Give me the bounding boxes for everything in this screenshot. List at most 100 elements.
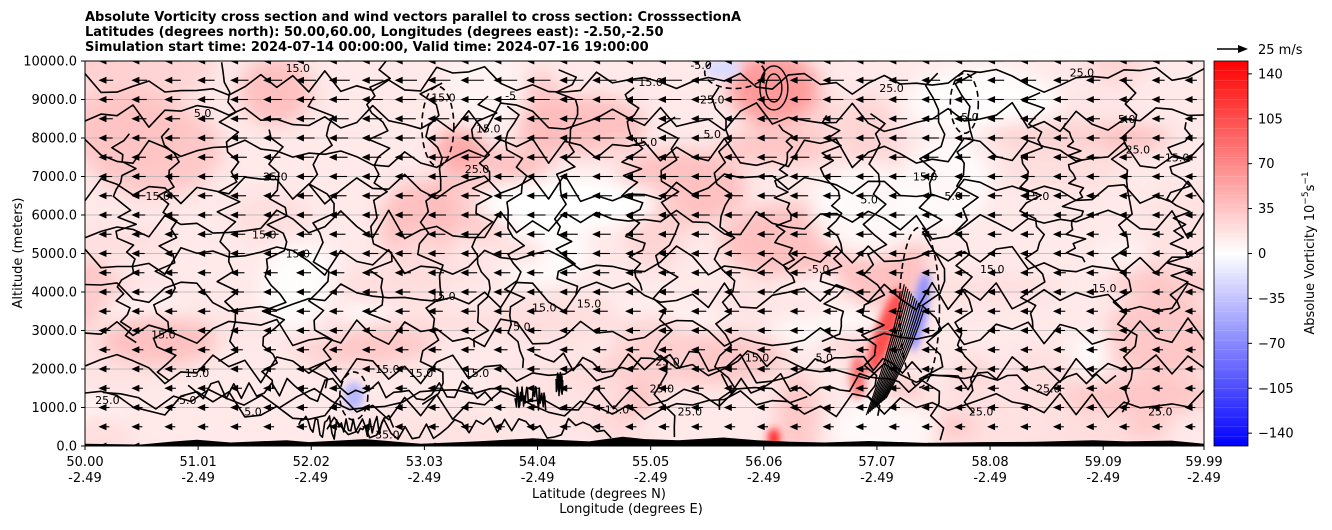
- wind-vector: [559, 134, 582, 142]
- wind-vector: [230, 423, 242, 431]
- wind-vector: [328, 269, 345, 277]
- wind-vector: [888, 404, 900, 411]
- wind-vector: [1085, 423, 1097, 431]
- wind-vector: [822, 346, 837, 354]
- wind-vector: [1019, 96, 1036, 103]
- wind-vector: [987, 96, 1004, 103]
- wind-vector: [1085, 153, 1100, 161]
- wind-vector: [822, 230, 840, 238]
- wind-vector: [625, 307, 641, 315]
- wind-vector: [164, 192, 179, 200]
- wind-vector: [723, 288, 740, 296]
- wind-vector: [361, 96, 383, 103]
- wind-vector: [427, 288, 444, 296]
- wind-vector: [888, 307, 903, 315]
- contour-label: 5.0: [816, 351, 834, 364]
- wind-vector: [592, 327, 608, 334]
- wind-vector: [657, 211, 678, 219]
- wind-vector: [361, 115, 383, 123]
- wind-vector: [1184, 192, 1197, 200]
- wind-vector: [164, 307, 178, 315]
- wind-vector: [888, 115, 908, 123]
- wind-vector: [625, 211, 645, 219]
- wind-vector: [295, 250, 312, 257]
- wind-vector: [1151, 134, 1165, 142]
- wind-vector: [164, 404, 176, 411]
- wind-vector: [888, 288, 903, 296]
- wind-vector: [559, 404, 572, 411]
- wind-vector: [1019, 307, 1033, 315]
- colorbar-bands: [1214, 60, 1248, 437]
- wind-vector: [559, 61, 585, 65]
- wind-vector: [789, 269, 806, 277]
- wind-vector: [1151, 384, 1163, 392]
- contour-label: 5.0: [244, 405, 262, 418]
- wind-vector: [164, 96, 181, 103]
- wind-vector: [888, 423, 900, 431]
- wind-vector: [493, 96, 517, 103]
- wind-vector: [1184, 384, 1196, 392]
- plot-area: 15.05.015.0 -5-5.015.025.015.015.025.05.0…: [85, 61, 1204, 446]
- wind-vector: [1085, 269, 1099, 277]
- contour-label: 25.0: [879, 82, 904, 95]
- x-tick-label-longitude: -2.49: [747, 471, 781, 486]
- wind-vector: [427, 173, 448, 180]
- wind-vector: [921, 404, 933, 411]
- wind-vector: [394, 153, 415, 161]
- wind-vector: [230, 76, 249, 84]
- wind-vector: [526, 404, 539, 411]
- wind-vector: [427, 423, 439, 431]
- colorbar: 140 105 70 35 0 −35 −70 −105 −140 Absolue Vortic…: [1213, 60, 1318, 447]
- wind-vector: [954, 423, 966, 431]
- wind-vector: [625, 404, 638, 411]
- wind-vector: [756, 250, 774, 257]
- wind-vector: [197, 269, 212, 277]
- wind-vector: [1085, 211, 1099, 219]
- wind-vector: [263, 134, 281, 142]
- wind-vector: [789, 250, 807, 257]
- wind-vector: [723, 404, 736, 411]
- wind-vector: [164, 423, 176, 431]
- y-tick-label: 6000.0: [32, 209, 78, 224]
- wind-vector: [263, 346, 276, 354]
- contour-label: 5.0: [194, 107, 212, 120]
- contour-label: 15.0: [146, 190, 171, 203]
- wind-vector: [328, 365, 342, 373]
- wind-vector: [131, 211, 146, 219]
- wind-vector: [394, 230, 413, 238]
- wind-vector: [625, 423, 637, 431]
- wind-vector: [789, 192, 809, 200]
- wind-vector: [559, 153, 581, 161]
- wind-vector: [657, 153, 680, 161]
- wind-vector: [723, 230, 742, 238]
- contour-label: 15.0: [431, 92, 456, 105]
- wind-vector: [427, 250, 445, 257]
- wind-vector: [625, 96, 649, 103]
- wind-vector: [921, 192, 938, 200]
- colorbar-tick-label: −35: [1258, 292, 1285, 307]
- wind-vector: [822, 173, 842, 180]
- wind-vector: [888, 192, 906, 200]
- wind-vector: [657, 230, 677, 238]
- wind-vector: [394, 61, 418, 65]
- y-tick-label: 9000.0: [32, 93, 78, 108]
- wind-vector: [1151, 211, 1164, 219]
- wind-vector: [197, 192, 213, 200]
- wind-vector: [756, 211, 775, 219]
- wind-vector: [394, 327, 410, 334]
- wind-vector: [263, 230, 279, 238]
- contour-label: 15.0: [1025, 190, 1050, 203]
- wind-vector: [954, 327, 968, 334]
- wind-vector: [1184, 288, 1196, 296]
- wind-vector: [822, 307, 838, 315]
- wind-vector: [723, 307, 740, 315]
- wind-vector: [625, 269, 643, 277]
- colorbar-label: Absolue Vorticity 10−5s−1: [1301, 171, 1318, 334]
- contour-label: 15.0: [476, 122, 501, 135]
- wind-vector: [592, 288, 609, 296]
- quiver-key-label: 25 m/s: [1258, 43, 1303, 58]
- wind-vector: [987, 230, 1002, 238]
- wind-vector: [756, 96, 779, 103]
- wind-vector: [526, 115, 549, 123]
- wind-vector: [592, 230, 611, 238]
